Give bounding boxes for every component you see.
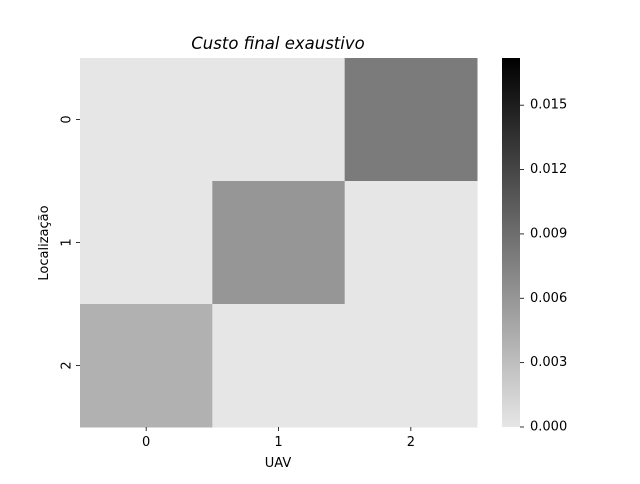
colorbar-tick-label: 0.003 bbox=[530, 355, 567, 370]
colorbar-axis: 0.000 0.003 0.006 0.009 0.012 0.015 bbox=[520, 98, 567, 435]
heatmap-cell bbox=[344, 58, 478, 182]
x-tick-label: 1 bbox=[274, 435, 282, 450]
x-axis: 0 1 2 bbox=[142, 427, 415, 450]
y-tick-label: 1 bbox=[60, 238, 75, 246]
y-tick-label: 0 bbox=[60, 115, 75, 123]
heatmap-cell bbox=[80, 58, 213, 182]
heatmap-cell bbox=[80, 181, 213, 305]
y-tick-label: 2 bbox=[60, 361, 75, 369]
heatmap-cell bbox=[344, 304, 478, 428]
y-axis-label: Localização bbox=[37, 205, 52, 280]
heatmap-cell bbox=[212, 304, 346, 428]
colorbar bbox=[502, 58, 520, 427]
heatmap-cells bbox=[80, 58, 478, 428]
heatmap-cell bbox=[212, 58, 346, 182]
colorbar-tick-label: 0.006 bbox=[530, 291, 567, 306]
heatmap-cell bbox=[212, 181, 346, 305]
heatmap-cell bbox=[344, 181, 478, 305]
x-axis-label: UAV bbox=[265, 456, 292, 471]
colorbar-tick-label: 0.012 bbox=[530, 162, 567, 177]
y-axis: 0 1 2 bbox=[60, 115, 80, 370]
chart-title: Custo final exaustivo bbox=[191, 34, 364, 53]
x-tick-label: 2 bbox=[407, 435, 415, 450]
colorbar-tick-label: 0.015 bbox=[530, 98, 567, 113]
colorbar-tick-label: 0.000 bbox=[530, 420, 567, 435]
x-tick-label: 0 bbox=[142, 435, 150, 450]
colorbar-tick-label: 0.009 bbox=[530, 226, 567, 241]
heatmap-cell bbox=[80, 304, 213, 428]
